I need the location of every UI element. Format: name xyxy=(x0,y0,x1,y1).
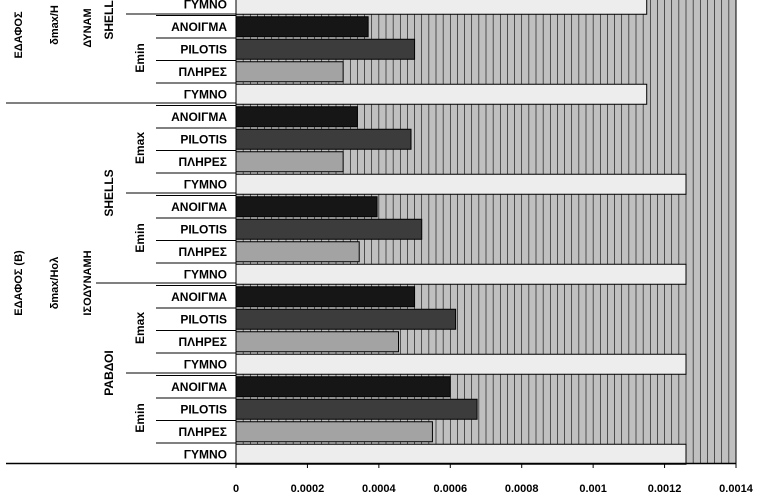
category-label: ΑΝΟΙΓΜΑ xyxy=(171,290,227,304)
emax-label-2: Emax xyxy=(133,312,147,344)
x-tick-label: 0 xyxy=(233,483,239,495)
ratio-upper-label: δmax/Η xyxy=(49,5,61,45)
rods-label: ΡΑΒΔΟΙ xyxy=(102,350,116,395)
category-label: ΠΛΗΡΕΣ xyxy=(178,65,227,79)
bar xyxy=(235,38,416,60)
category-label: ΑΝΟΙΓΜΑ xyxy=(171,380,227,394)
x-tick-label: 0.0004 xyxy=(362,483,397,495)
bar xyxy=(235,151,344,173)
category-label: ΓΥΜΝΟ xyxy=(184,0,227,11)
category-label: ΠΛΗΡΕΣ xyxy=(178,335,227,349)
bar xyxy=(235,173,687,195)
soil-upper-label: ΕΔΑΦΟΣ xyxy=(13,11,25,58)
category-label: ΑΝΟΙΓΜΑ xyxy=(171,200,227,214)
bar xyxy=(235,353,687,375)
soil-label: ΕΔΑΦΟΣ (Β) xyxy=(13,250,25,316)
x-tick-label: 0.001 xyxy=(579,483,607,495)
bar xyxy=(235,421,433,443)
category-label: ΓΥΜΝΟ xyxy=(184,267,227,281)
category-labels: ΓΥΜΝΟ ΑΝΟΙΓΜΑ PILOTIS ΠΛΗΡΕΣ ΓΥΜΝΟ ΑΝΟΙΓΜΑ PIL… xyxy=(171,0,227,461)
bar xyxy=(235,331,399,353)
emax-label-1: Emax xyxy=(133,132,147,164)
bar xyxy=(235,16,369,38)
bar xyxy=(235,83,648,105)
method-upper-label: ΔΥΝΑΜ xyxy=(82,8,94,47)
category-label: ΓΥΜΝΟ xyxy=(184,447,227,461)
x-tick-label: 0.0014 xyxy=(719,483,754,495)
shells-label: SHELLS xyxy=(102,169,116,216)
category-label: ΓΥΜΝΟ xyxy=(184,87,227,101)
bar xyxy=(235,398,478,420)
bar xyxy=(235,443,687,465)
row-separators xyxy=(156,15,236,444)
bar xyxy=(235,0,648,15)
category-label: ΑΝΟΙΓΜΑ xyxy=(171,20,227,34)
category-label: ΓΥΜΝΟ xyxy=(184,357,227,371)
category-label: PILOTIS xyxy=(180,132,227,146)
bar xyxy=(235,241,360,263)
ratio-label: δmax/Ηολ xyxy=(49,257,61,310)
model-upper-label: SHELL xyxy=(102,0,116,39)
bar xyxy=(235,196,378,218)
bar xyxy=(235,308,457,330)
bar xyxy=(235,286,416,308)
category-label: ΑΝΟΙΓΜΑ xyxy=(171,110,227,124)
x-tick-labels: 0 0.0002 0.0004 0.0006 0.0008 0.001 0.0012 0.00… xyxy=(233,463,754,495)
bar xyxy=(235,128,412,150)
bar xyxy=(235,263,687,285)
bar xyxy=(235,106,358,128)
category-label: ΠΛΗΡΕΣ xyxy=(178,155,227,169)
category-label: PILOTIS xyxy=(180,222,227,236)
bar xyxy=(235,61,344,83)
x-tick-label: 0.0012 xyxy=(648,483,682,495)
category-label: PILOTIS xyxy=(180,312,227,326)
x-tick-label: 0.0002 xyxy=(291,483,325,495)
emin-label-2: Emin xyxy=(133,223,147,252)
category-label: ΠΛΗΡΕΣ xyxy=(178,245,227,259)
category-label: PILOTIS xyxy=(180,42,227,56)
x-tick-label: 0.0006 xyxy=(433,483,467,495)
category-label: ΠΛΗΡΕΣ xyxy=(178,425,227,439)
emin-label-1: Emin xyxy=(133,43,147,72)
bar xyxy=(235,218,423,240)
category-label: ΓΥΜΝΟ xyxy=(184,177,227,191)
method-label: ΙΣΟΔΥΝΑΜΗ xyxy=(82,250,94,315)
x-tick-label: 0.0008 xyxy=(505,483,539,495)
emin-label-3: Emin xyxy=(133,403,147,432)
category-label: PILOTIS xyxy=(180,402,227,416)
bar xyxy=(235,376,451,398)
bars xyxy=(235,0,687,465)
